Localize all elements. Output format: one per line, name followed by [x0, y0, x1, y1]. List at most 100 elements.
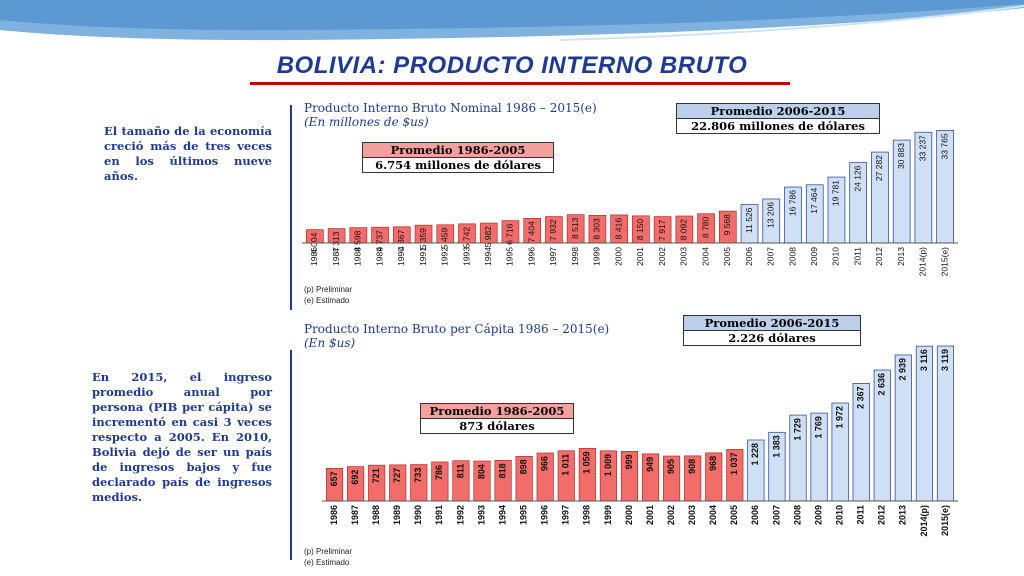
chart2-category-label: 2008	[792, 505, 802, 525]
chart1-value-label: 4 737	[374, 230, 384, 252]
chart2-value-label: 949	[645, 457, 655, 472]
chart1-category-label: 2001	[635, 247, 645, 266]
chart1-category-label: 2010	[831, 247, 841, 266]
chart2-category-label: 2005	[729, 505, 739, 525]
chart1-category-label: 1992	[440, 247, 450, 266]
chart2-value-label: 1 011	[561, 454, 571, 476]
chart2-value-label: 999	[624, 454, 634, 469]
chart1-category-label: 2011	[852, 247, 862, 266]
chart2-value-label: 2 939	[898, 358, 908, 381]
chart1-value-label: 7 917	[657, 219, 667, 241]
chart1-value-label: 5 459	[440, 228, 450, 250]
chart2-category-label: 1995	[519, 505, 529, 525]
chart2-note-estimado: (e) Estimado	[304, 558, 350, 567]
chart1-category-label: 2003	[679, 247, 689, 266]
chart2-category-label: 2013	[898, 505, 908, 525]
chart2-category-label: 2009	[813, 505, 823, 525]
chart1-category-label: 1997	[548, 247, 558, 266]
chart1-category-label: 1996	[526, 247, 536, 266]
chart1-category-label: 1998	[570, 247, 580, 266]
chart2-category-label: 1989	[392, 505, 402, 525]
chart2-value-label: 657	[329, 471, 339, 486]
chart1-subtitle: (En millones de $us)	[304, 115, 429, 129]
chart2-category-label: 2012	[877, 505, 887, 525]
chart1-value-label: 5 359	[418, 228, 428, 250]
chart2-category-label: 1994	[497, 505, 507, 525]
chart2-value-label: 804	[476, 464, 486, 479]
chart2-category-label: 1988	[371, 505, 381, 525]
chart1-value-label: 27 282	[874, 155, 884, 181]
chart2-value-label: 786	[434, 465, 444, 480]
chart1-category-label: 2007	[766, 247, 776, 266]
chart2-value-label: 898	[519, 459, 529, 474]
chart1-category-label: 1988	[353, 247, 363, 266]
chart2-category-label: 1986	[329, 505, 339, 525]
chart2-value-label: 966	[540, 456, 550, 471]
chart2-category-label: 2010	[835, 505, 845, 525]
chart1-avg-new-box: Promedio 2006-2015 22.806 millones de dó…	[676, 103, 880, 134]
chart2-value-label: 1 059	[582, 451, 592, 474]
chart2-value-label: 968	[708, 456, 718, 471]
chart1-category-label: 2002	[657, 247, 667, 266]
chart1-category-label: 1989	[374, 247, 384, 266]
chart1-note-preliminar: (p) Preliminar	[304, 285, 353, 294]
chart1-value-label: 5 982	[483, 226, 493, 248]
chart1-value-label: 7 404	[526, 221, 536, 243]
chart1-avg-old-value: 6.754 millones de dólares	[375, 158, 541, 172]
chart2-value-label: 733	[413, 468, 423, 483]
chart2-value-label: 721	[371, 468, 381, 483]
chart1-category-label: 2015(e)	[939, 247, 949, 276]
chart2-value-label: 908	[687, 459, 697, 474]
chart2-category-label: 1992	[455, 505, 465, 525]
economy-growth-text: El tamaño de la economía creció más de t…	[104, 124, 272, 183]
chart2-value-label: 1 037	[729, 452, 739, 475]
chart1-value-label: 33 765	[939, 133, 949, 159]
chart1-value-label: 33 237	[918, 135, 928, 161]
chart1-value-label: 8 303	[592, 218, 602, 240]
chart1-value-label: 16 786	[787, 190, 797, 216]
chart2-category-label: 1997	[561, 505, 571, 525]
chart1-value-label: 19 781	[831, 180, 841, 206]
chart2-category-label: 2007	[771, 505, 781, 525]
chart1-value-label: 17 464	[809, 188, 819, 214]
chart2-category-label: 1991	[434, 505, 444, 525]
chart1-value-label: 4 313	[331, 231, 341, 253]
chart2-value-label: 3 116	[919, 349, 929, 371]
chart1-title: Producto Interno Bruto Nominal 1986 – 20…	[304, 101, 597, 129]
chart2-title-text: Producto Interno Bruto per Cápita 1986 –…	[304, 322, 610, 336]
chart1-note-estimado: (e) Estimado	[304, 296, 350, 305]
chart1-category-label: 2014(p)	[918, 247, 928, 276]
chart1-category-label: 1999	[592, 247, 602, 266]
chart1-value-label: 4 598	[353, 230, 363, 252]
chart1-notes: (p) Preliminar (e) Estimado	[304, 284, 352, 306]
chart1-category-label: 1987	[331, 247, 341, 266]
divider-top	[290, 105, 292, 310]
chart2-category-label: 1990	[413, 505, 423, 525]
chart2-avg-new-box: Promedio 2006-2015 2.226 dólares	[683, 315, 861, 346]
chart1-category-label: 1991	[418, 247, 428, 266]
chart2-value-label: 1 769	[813, 416, 823, 439]
chart1-category-label: 2005	[722, 247, 732, 266]
income-text: En 2015, el ingreso promedio anual por p…	[92, 370, 272, 504]
chart2-category-label: 1987	[350, 505, 360, 525]
chart1-value-label: 30 883	[896, 143, 906, 169]
chart2-plot: 657 1986 692 1987 721 1988 727 1989 733 1990 786 19…	[322, 345, 958, 537]
chart2-value-label: 811	[455, 464, 465, 479]
divider-bottom	[290, 350, 292, 560]
chart2-value-label: 1 972	[835, 406, 845, 429]
chart2-category-label: 1998	[582, 505, 592, 525]
chart1-value-label: 6 716	[505, 223, 515, 245]
chart1-value-label: 5 742	[461, 227, 471, 249]
chart1-category-label: 1994	[483, 247, 493, 266]
chart1-value-label: 4 867	[396, 230, 406, 252]
chart1-value-label: 11 526	[744, 207, 754, 233]
chart2-avg-new-header: Promedio 2006-2015	[684, 316, 860, 331]
chart2-category-label: 2004	[708, 505, 718, 525]
chart2-category-label: 2003	[687, 505, 697, 525]
chart2-notes: (p) Preliminar (e) Estimado	[304, 546, 352, 568]
chart1-category-label: 1990	[396, 247, 406, 266]
chart1-value-label: 9 568	[722, 214, 732, 236]
chart1-category-label: 1995	[505, 247, 515, 266]
chart2-value-label: 905	[666, 459, 676, 474]
